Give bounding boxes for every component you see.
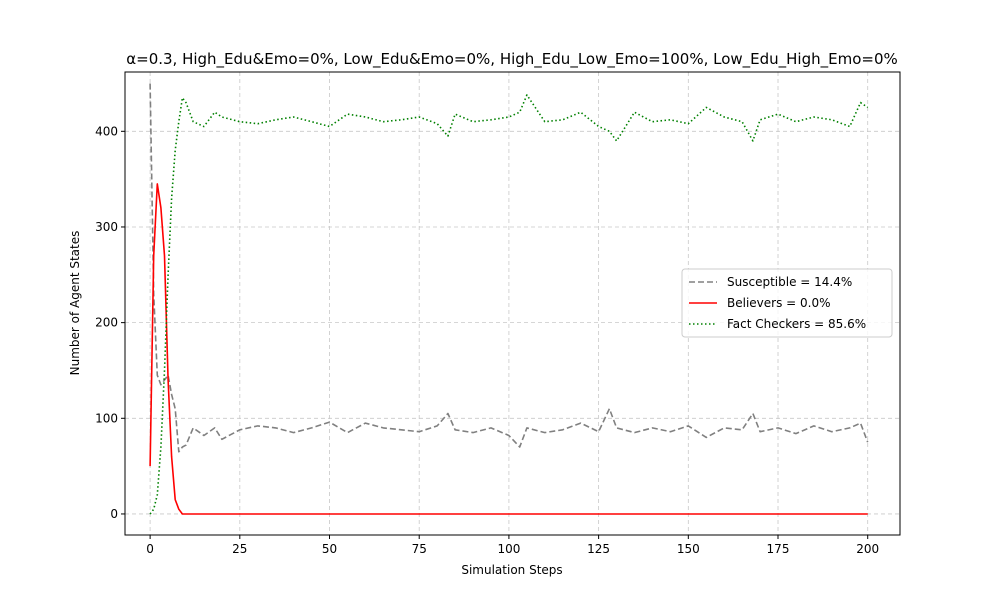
series-group <box>149 83 869 515</box>
series-line-2 <box>149 94 869 515</box>
series-line-1 <box>149 183 868 515</box>
legend-entry: Susceptible = 14.4% <box>727 275 852 289</box>
x-tick-label: 0 <box>146 542 154 556</box>
x-tick-label: 175 <box>767 542 790 556</box>
x-tick-label: 100 <box>497 542 520 556</box>
y-axis-label: Number of Agent States <box>68 231 82 376</box>
x-tick-label: 25 <box>232 542 247 556</box>
legend-entry: Believers = 0.0% <box>727 296 831 310</box>
x-tick-label: 150 <box>677 542 700 556</box>
series-line-0 <box>149 83 869 453</box>
y-tick-label: 100 <box>95 411 118 425</box>
chart-title: α=0.3, High_Edu&Emo=0%, Low_Edu&Emo=0%, … <box>126 50 898 69</box>
plot-area-frame <box>124 71 901 536</box>
x-tick-label: 50 <box>322 542 337 556</box>
axis-ticks: 0 25 50 75 100 125 150 175 200 0 100 200 300 400 <box>95 124 879 556</box>
legend: Susceptible = 14.4% Believers = 0.0% Fact … <box>681 268 893 338</box>
y-tick-label: 200 <box>95 316 118 330</box>
x-tick-label: 200 <box>856 542 879 556</box>
legend-entry: Fact Checkers = 85.6% <box>727 317 866 331</box>
y-tick-label: 300 <box>95 220 118 234</box>
y-tick-label: 400 <box>95 124 118 138</box>
x-tick-label: 75 <box>412 542 427 556</box>
x-tick-label: 125 <box>587 542 610 556</box>
y-tick-label: 0 <box>110 507 118 521</box>
legend-box <box>681 268 893 338</box>
x-axis-label: Simulation Steps <box>461 563 562 577</box>
